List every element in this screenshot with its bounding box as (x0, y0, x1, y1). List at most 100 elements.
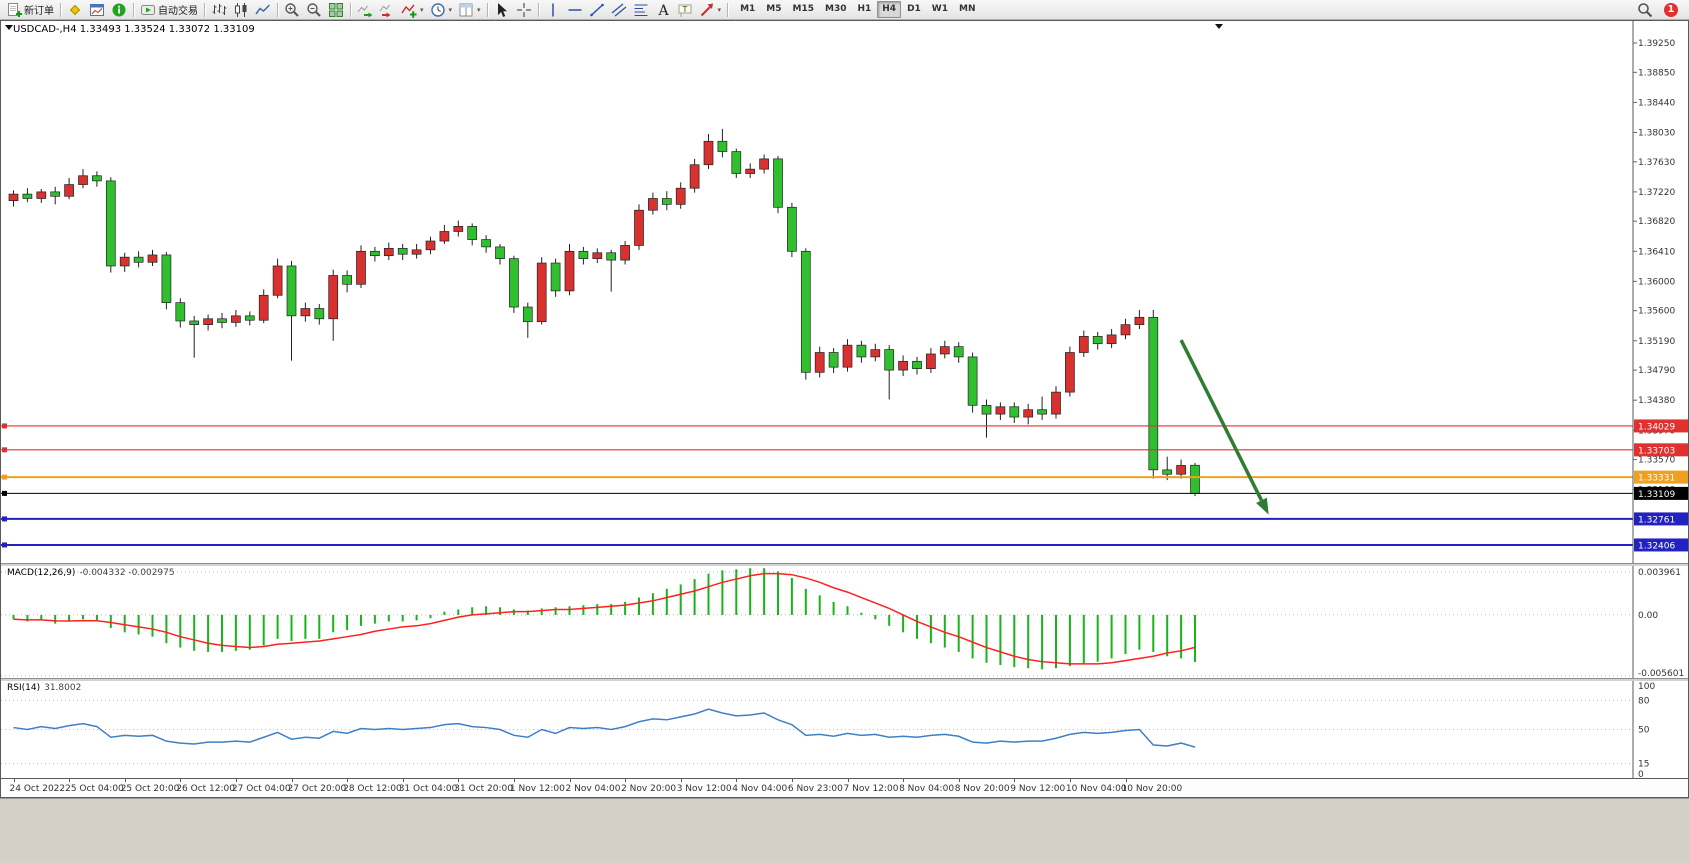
candle-body (828, 352, 839, 368)
panel-splitter[interactable] (1, 678, 1688, 681)
candle-body (147, 254, 158, 263)
timeframe-m1[interactable]: M1 (740, 4, 756, 14)
candlestick-chart-button[interactable] (230, 0, 252, 20)
macd-plot[interactable]: 0.003961 0.00 -0.005601 (1, 566, 1688, 678)
candle-body (981, 404, 992, 415)
candle-body (953, 346, 964, 358)
search-button[interactable] (1634, 0, 1656, 20)
line-chart-button[interactable] (252, 0, 274, 20)
zoom-out-button[interactable] (303, 0, 325, 20)
panel-splitter[interactable] (1, 563, 1688, 566)
text-button[interactable]: A (652, 0, 674, 20)
templates-button[interactable]: ▾ (455, 0, 484, 20)
candle-body (675, 187, 686, 205)
time-label: 4 Nov 04:00 (732, 784, 788, 794)
channel-icon (611, 2, 627, 18)
shapes-button[interactable]: ▾ (696, 0, 725, 20)
chart-shift-button[interactable] (376, 0, 398, 20)
line-handle[interactable] (2, 423, 7, 429)
axis-label: 1.38030 (1638, 128, 1675, 138)
candle-body (578, 250, 589, 259)
time-axis[interactable]: 24 Oct 2022 25 Oct 04:00 25 Oct 20:00 26 Oc… (1, 778, 1688, 797)
tile-windows-button[interactable] (325, 0, 347, 20)
autotrading-button[interactable]: 自动交易 (137, 0, 201, 20)
time-tick (124, 779, 126, 782)
candle-body (703, 140, 714, 166)
line-handle[interactable] (2, 516, 7, 522)
timeframe-m5[interactable]: M5 (766, 4, 782, 14)
cursor-button[interactable] (491, 0, 513, 20)
timeframe-m30[interactable]: M30 (824, 4, 847, 14)
text-label-button[interactable]: T (674, 0, 696, 20)
axis-label: 1.37630 (1638, 158, 1675, 168)
timeframe-h1[interactable]: H1 (857, 4, 872, 14)
autoscroll-button[interactable] (354, 0, 376, 20)
channel-button[interactable] (608, 0, 630, 20)
time-label: 2 Nov 20:00 (621, 784, 677, 794)
candle-body (383, 248, 394, 257)
line-handle[interactable] (2, 490, 7, 496)
toolbar-separator (133, 2, 134, 17)
candle-body (425, 240, 436, 251)
time-tick (569, 779, 571, 782)
main-chart-plot[interactable]: 1.39250 1.38850 1.38440 1.38030 1.37630 1.372… (1, 21, 1688, 563)
axis-label: 1.32406 (1638, 541, 1675, 551)
new-order-button[interactable]: 新订单 (3, 0, 57, 20)
periods-button[interactable]: ▾ (427, 0, 456, 20)
timeframe-mn[interactable]: MN (959, 4, 976, 14)
time-tick (680, 779, 682, 782)
rsi-label: RSI(14) 31.8002 (7, 683, 81, 693)
candle-body (856, 344, 867, 358)
rsi-label-text: RSI(14) (7, 683, 41, 693)
chart-title: USDCAD-,H4 1.33493 1.33524 1.33072 1.331… (13, 24, 255, 35)
indicators-button[interactable]: ▾ (398, 0, 427, 20)
candle-body (1120, 324, 1131, 336)
line-handle[interactable] (2, 447, 7, 453)
toolbar-separator (60, 2, 61, 17)
candle-body (731, 151, 742, 174)
candle-body (759, 158, 769, 170)
candle-body (995, 406, 1006, 415)
rsi-plot[interactable]: 100 80 50 150 (1, 681, 1688, 778)
timeframe-d1[interactable]: D1 (907, 4, 921, 14)
trendline-button[interactable] (586, 0, 608, 20)
candle-body (286, 265, 297, 317)
timeframe-w1[interactable]: W1 (931, 4, 948, 14)
time-label: 25 Oct 20:00 (120, 784, 180, 794)
candle-body (231, 315, 241, 323)
time-label: 25 Oct 04:00 (65, 784, 124, 794)
candle-body (967, 356, 978, 406)
crosshair-button[interactable] (513, 0, 535, 20)
vertical-line-button[interactable] (542, 0, 564, 20)
zoom-in-icon (284, 2, 300, 18)
time-tick (69, 779, 71, 782)
tile-windows-icon (328, 2, 344, 18)
fibonacci-button[interactable] (630, 0, 652, 20)
candle-body (1023, 409, 1034, 418)
metaeditor-icon (67, 2, 83, 18)
market-info-button[interactable] (108, 0, 130, 20)
zoom-in-button[interactable] (281, 0, 303, 20)
price-line-label (1634, 470, 1688, 484)
timeframe-m15[interactable]: M15 (792, 4, 814, 14)
metaeditor-button[interactable] (64, 0, 86, 20)
time-label: 2 Nov 04:00 (565, 784, 621, 794)
trend-arrow[interactable] (1179, 339, 1264, 502)
notification-badge[interactable]: 1 (1664, 2, 1678, 17)
horizontal-line-button[interactable] (564, 0, 586, 20)
indicators-icon (401, 2, 417, 18)
axis-label: 1.37220 (1638, 188, 1675, 198)
line-handle[interactable] (2, 542, 7, 548)
candle-body (1078, 336, 1089, 353)
axis-label: 1.33331 (1638, 474, 1675, 484)
candle-body (189, 320, 200, 325)
candles-layer (8, 128, 1200, 497)
candle-body (481, 239, 491, 248)
bar-chart-button[interactable] (208, 0, 230, 20)
charts-button[interactable] (86, 0, 108, 20)
rsi-value-text: 31.8002 (44, 683, 82, 693)
timeframe-h4[interactable]: H4 (877, 1, 902, 18)
candle-body (1190, 464, 1200, 494)
candle-body (1051, 391, 1061, 415)
line-handle[interactable] (2, 474, 7, 480)
